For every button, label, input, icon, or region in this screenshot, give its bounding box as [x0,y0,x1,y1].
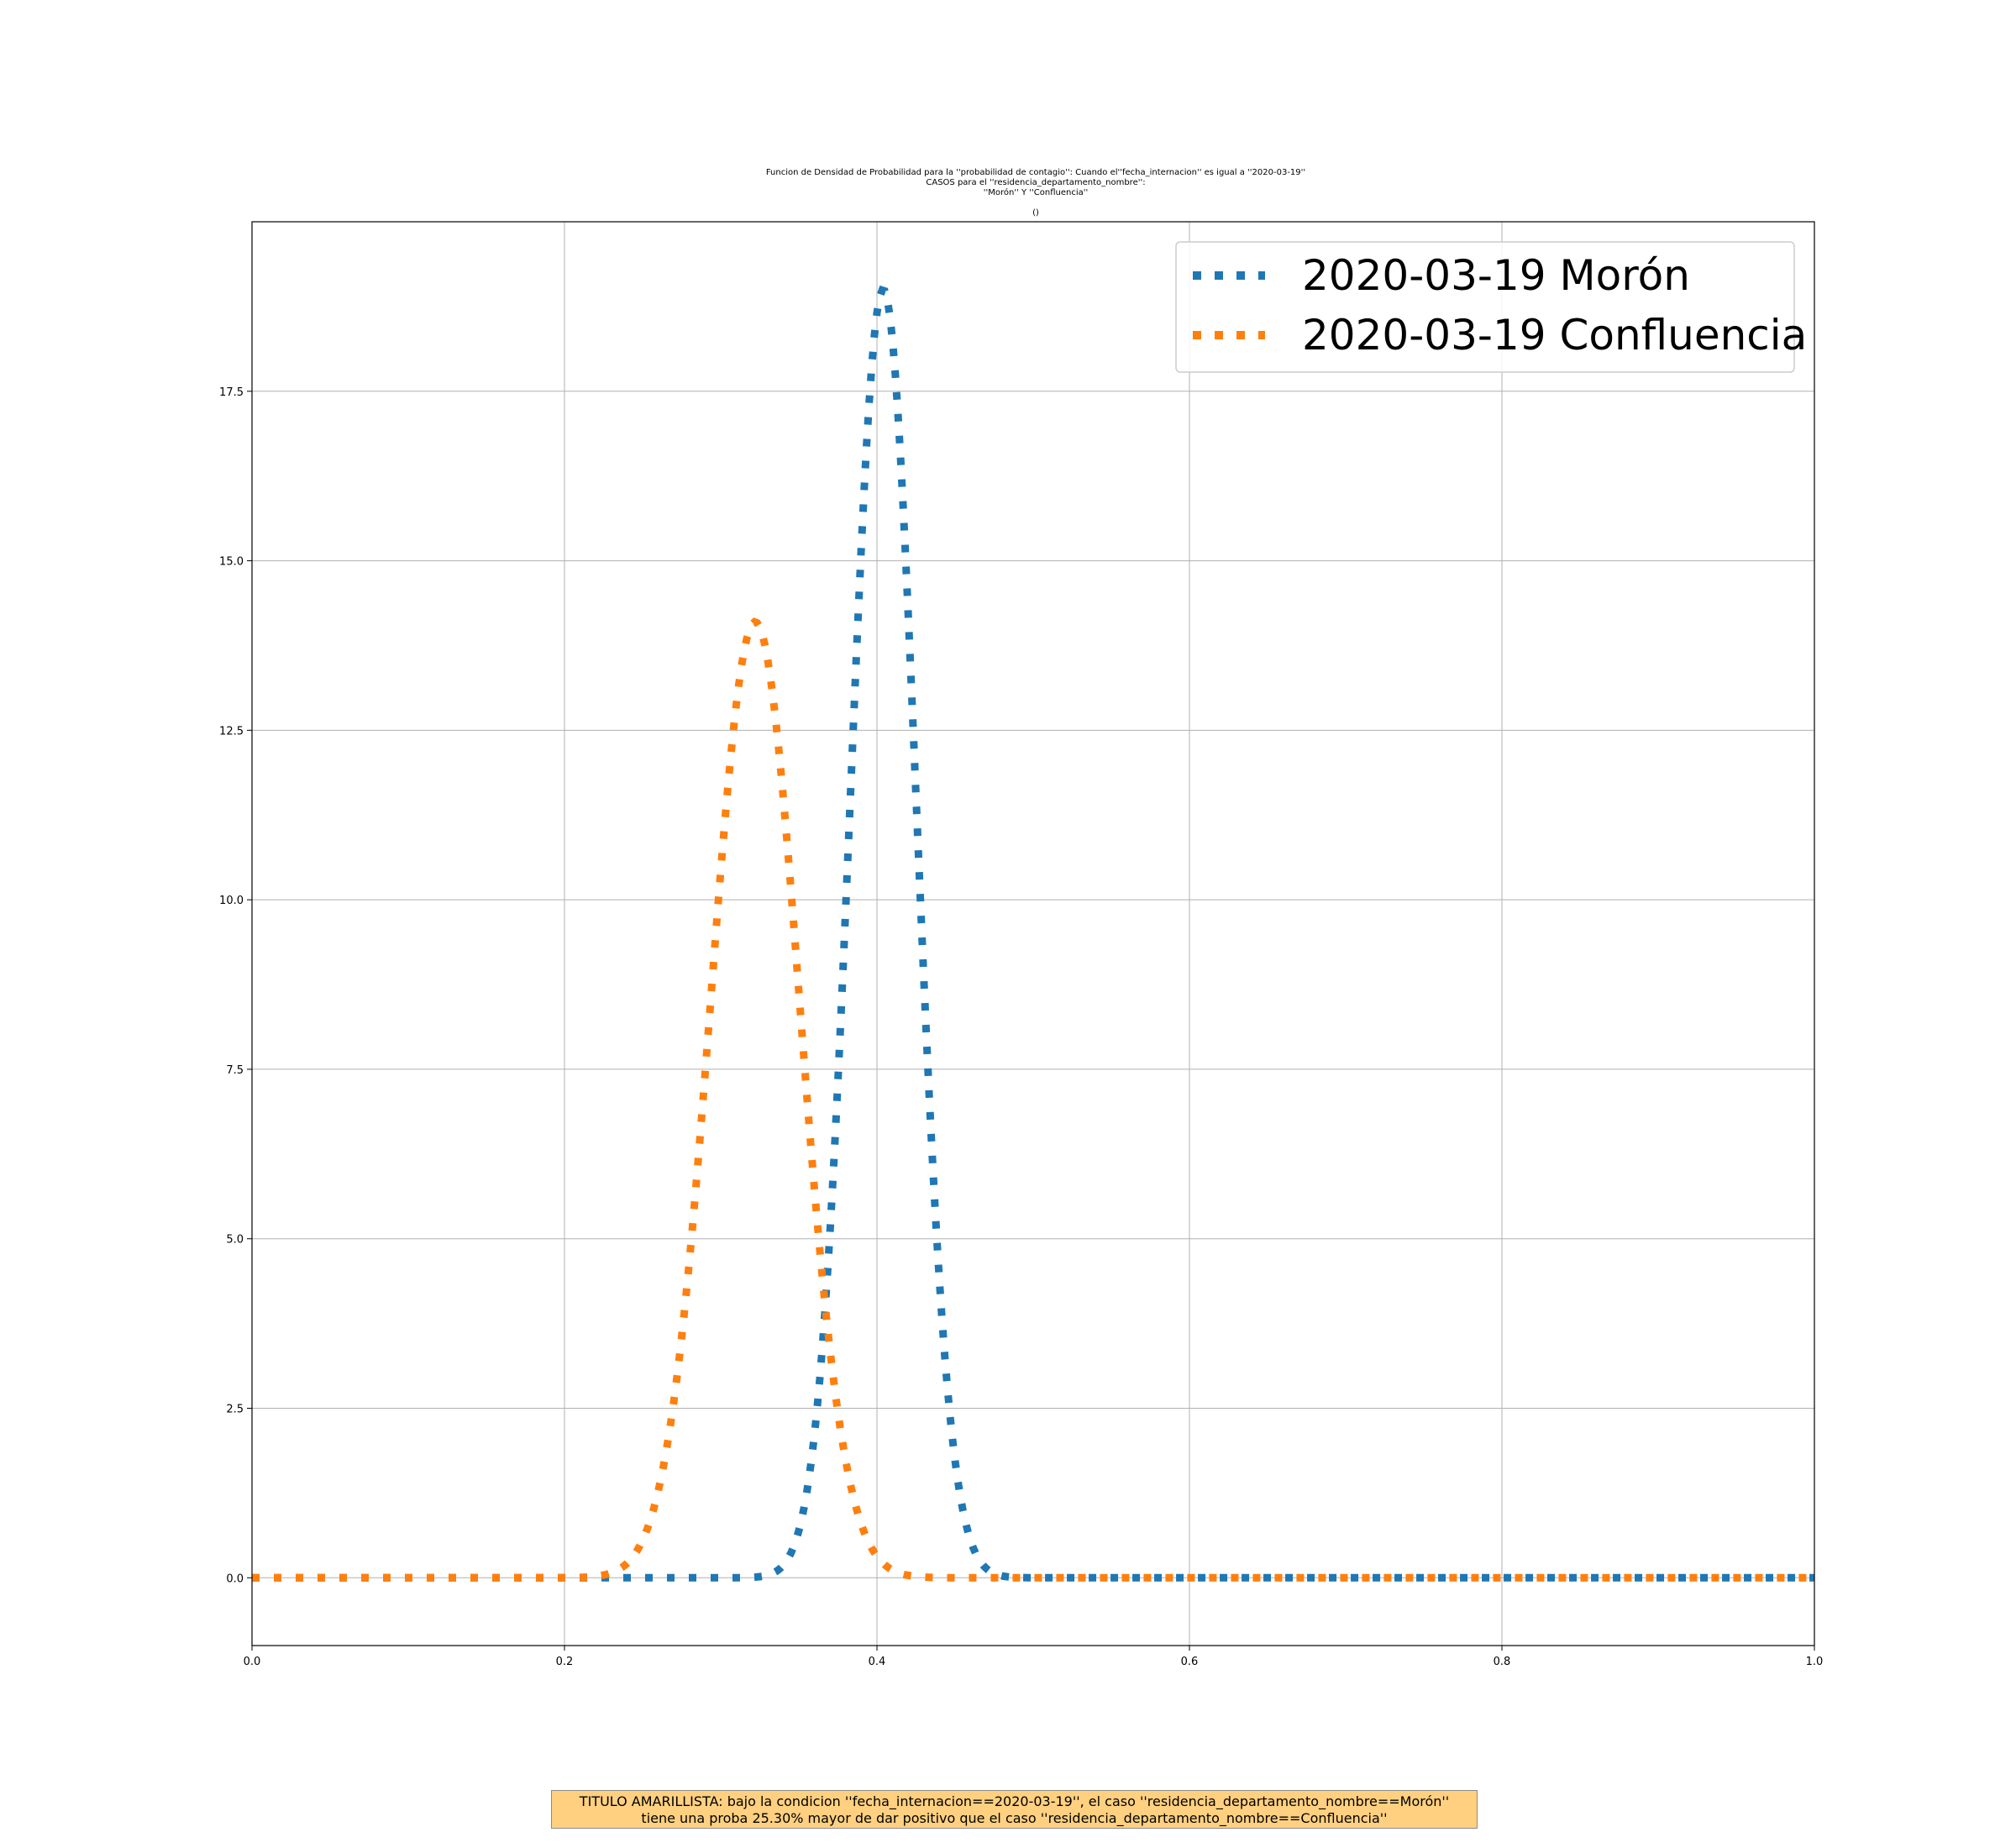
series-line-0 [252,290,1814,1578]
legend: 2020-03-19 Morón 2020-03-19 Confluencia [1176,242,1807,372]
y-tick-label: 17.5 [219,386,244,399]
y-tick-label: 10.0 [219,895,244,907]
x-tick-label: 0.8 [1494,1656,1511,1668]
x-tick-label: 0.0 [244,1656,261,1668]
y-tick-label: 5.0 [226,1234,244,1247]
chart-title-line-1: Funcion de Densidad de Probabilidad para… [766,168,1305,177]
plot-frame [252,222,1814,1646]
axis-ticks: 0.0 0.2 0.4 0.6 0.8 1.0 0.0 2.5 5.0 7.5 10.0 12.5 15… [219,386,1823,1668]
caption-line-1: TITULO AMARILLISTA: bajo la condicion ''… [552,1793,1477,1810]
chart-title-line-2: CASOS para el ''residencia_departamento_… [926,178,1145,187]
x-tick-label: 1.0 [1806,1656,1824,1668]
series-lines [252,290,1814,1578]
y-tick-label: 0.0 [226,1572,244,1585]
legend-label-confluencia: 2020-03-19 Confluencia [1302,311,1807,360]
y-tick-label: 7.5 [226,1064,244,1077]
x-tick-label: 0.6 [1181,1656,1199,1668]
y-tick-label: 12.5 [219,725,244,738]
chart-title-line-3: ''Morón'' Y ''Confluencia'' [984,187,1089,197]
sensational-caption-box: TITULO AMARILLISTA: bajo la condicion ''… [551,1790,1478,1829]
y-tick-label: 2.5 [226,1404,244,1416]
grid-lines [252,222,1814,1646]
legend-label-moron: 2020-03-19 Morón [1302,251,1690,300]
x-tick-label: 0.2 [556,1656,574,1668]
series-line-1 [252,622,1814,1578]
chart-subtitle: () [1032,208,1039,218]
caption-line-2: tiene una proba 25.30% mayor de dar posi… [552,1810,1477,1827]
y-tick-label: 15.0 [219,556,244,569]
x-tick-label: 0.4 [869,1656,886,1668]
